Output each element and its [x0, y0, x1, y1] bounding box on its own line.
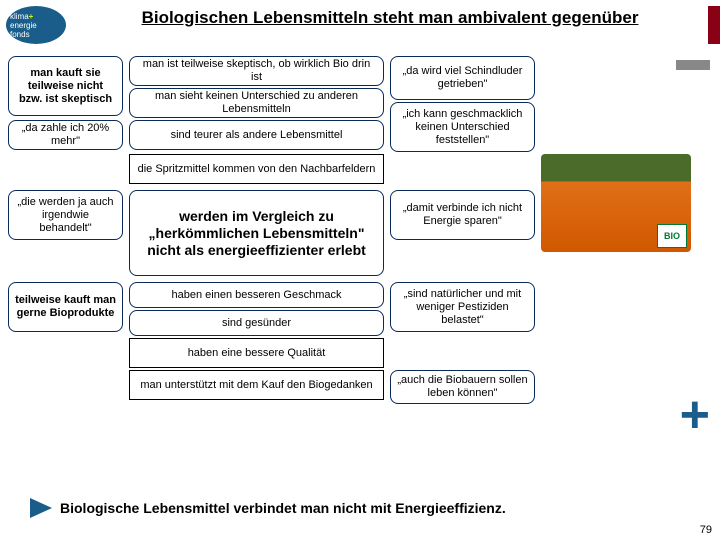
mid-plain-8: haben eine bessere Qualität	[129, 338, 384, 368]
arrow-icon	[30, 498, 52, 518]
brand-line2: energie	[10, 21, 37, 30]
mid-plain-9: man unterstützt mit dem Kauf den Biogeda…	[129, 370, 384, 400]
right-box-3: „damit verbinde ich nicht Energie sparen…	[390, 190, 535, 240]
page-number: 79	[700, 524, 712, 536]
page-title: Biologischen Lebensmitteln steht man amb…	[90, 8, 690, 28]
left-box-2: „da zahle ich 20% mehr"	[8, 120, 123, 150]
mid-box-3: sind teurer als andere Lebensmittel	[129, 120, 384, 150]
mid-box-2: man sieht keinen Unterschied zu anderen …	[129, 88, 384, 118]
content-grid: man kauft sie teilweise nicht bzw. ist s…	[8, 56, 712, 406]
plus-icon: +	[680, 395, 710, 435]
left-box-3: „die werden ja auch irgendwie behandelt"	[8, 190, 123, 240]
brand-logo: klima+ energie fonds	[6, 6, 66, 44]
right-box-5: „auch die Biobauern sollen leben können"	[390, 370, 535, 404]
left-box-skeptisch: man kauft sie teilweise nicht bzw. ist s…	[8, 56, 123, 116]
mid-box-6: haben einen besseren Geschmack	[129, 282, 384, 308]
brand-line3: fonds	[10, 30, 30, 39]
conclusion-text: Biologische Lebensmittel verbindet man n…	[60, 500, 506, 516]
right-box-2: „ich kann geschmacklich keinen Unterschi…	[390, 102, 535, 152]
mid-box-1: man ist teilweise skeptisch, ob wirklich…	[129, 56, 384, 86]
header-accent-bar	[708, 6, 720, 44]
mid-box-big: werden im Vergleich zu „herkömmlichen Le…	[129, 190, 384, 276]
left-box-4: teilweise kauft man gerne Bioprodukte	[8, 282, 123, 332]
carrots-image: BIO	[541, 154, 691, 252]
brand-line1: klima	[10, 12, 29, 21]
mid-plain-4: die Spritzmittel kommen von den Nachbarf…	[129, 154, 384, 184]
conclusion-row: Biologische Lebensmittel verbindet man n…	[30, 498, 660, 518]
right-box-1: „da wird viel Schindluder getrieben"	[390, 56, 535, 100]
right-box-4: „sind natürlicher und mit weniger Pestiz…	[390, 282, 535, 332]
bio-badge: BIO	[657, 224, 687, 248]
brand-plus: +	[29, 12, 34, 21]
mid-box-7: sind gesünder	[129, 310, 384, 336]
